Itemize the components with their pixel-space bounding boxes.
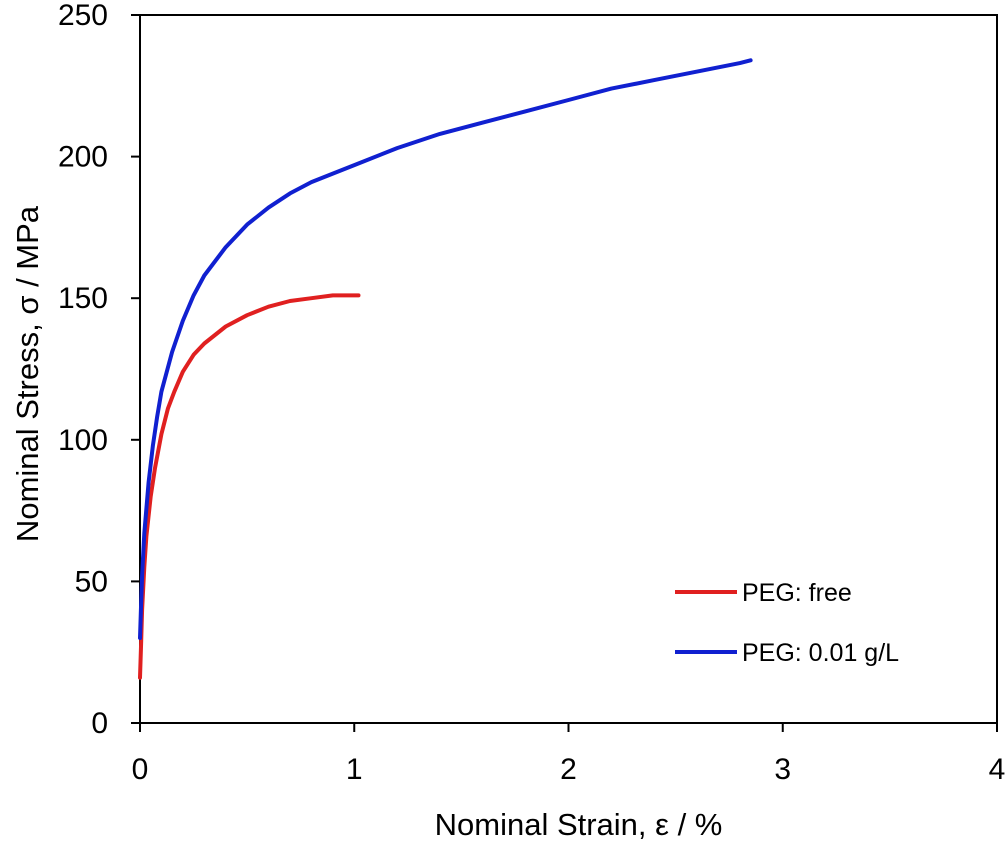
y-tick-label: 150	[58, 282, 108, 315]
legend-label-peg-free: PEG: free	[742, 579, 852, 607]
x-tick-label: 1	[346, 753, 363, 786]
series-layer	[138, 58, 753, 680]
x-axis-ticks: 0 1 2 3 4	[132, 723, 1006, 786]
x-tick-label: 4	[989, 753, 1006, 786]
y-axis-title: Nominal Stress, σ / MPa	[10, 205, 45, 542]
x-tick-label: 2	[560, 753, 577, 786]
series-line-peg-001	[138, 58, 753, 640]
plot-area	[138, 14, 998, 724]
x-tick-label: 3	[774, 753, 791, 786]
plot-frame	[139, 14, 998, 724]
x-tick-label: 0	[132, 753, 149, 786]
y-axis-ticks: 0 50 100 150 200 250	[58, 0, 140, 740]
legend-label-peg-001: PEG: 0.01 g/L	[742, 639, 899, 667]
y-tick-label: 100	[58, 424, 108, 457]
x-axis-title: Nominal Strain, ε / %	[435, 807, 723, 841]
legend: PEG: free PEG: 0.01 g/L	[675, 579, 899, 667]
y-tick-label: 50	[75, 565, 108, 598]
y-tick-label: 200	[58, 141, 108, 174]
y-tick-label: 0	[91, 707, 108, 740]
y-tick-label: 250	[58, 0, 108, 32]
